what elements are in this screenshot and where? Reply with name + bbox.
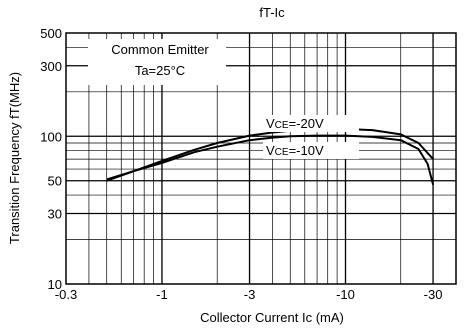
series-label-main: V xyxy=(266,116,275,131)
y-tick-label: 30 xyxy=(48,207,62,222)
x-tick-label: -30 xyxy=(424,287,443,302)
condition-text-1: Common Emitter xyxy=(111,42,209,57)
y-tick-label: 10 xyxy=(48,277,62,292)
x-tick-label: -0.3 xyxy=(55,287,77,302)
series-label-background xyxy=(263,142,359,159)
x-tick-label: -10 xyxy=(336,287,355,302)
series-line-2 xyxy=(106,134,435,185)
plot-frame xyxy=(65,32,457,285)
series-label-2: VCE=-10V xyxy=(266,143,324,158)
conditions-box: Common Emitter Ta=25°C xyxy=(88,39,226,85)
series-label-sub: CE xyxy=(275,147,289,158)
y-tick-label: 50 xyxy=(48,174,62,189)
series-label-main: V xyxy=(266,143,275,158)
conditions-background xyxy=(88,39,226,85)
tick-labels: -0.3 -1 -3 -10 -30 10 30 50 100 300 500 xyxy=(40,26,442,302)
series-label-rest: =-20V xyxy=(289,116,324,131)
series-label-1: VCE=-20V xyxy=(266,116,324,131)
chart-title: fT-Ic xyxy=(259,5,285,20)
condition-text-2: Ta=25°C xyxy=(135,63,185,78)
y-tick-label: 500 xyxy=(40,26,62,41)
x-tick-label: -1 xyxy=(156,287,168,302)
y-axis-label: Transition Frequency fT(MHz) xyxy=(7,72,22,244)
x-axis-label: Collector Current Ic (mA) xyxy=(200,310,344,325)
x-tick-label: -3 xyxy=(244,287,256,302)
series-label-rest: =-10V xyxy=(289,143,324,158)
y-tick-label: 100 xyxy=(40,129,62,144)
series-label-background xyxy=(263,115,359,132)
y-tick-label: 300 xyxy=(40,59,62,74)
series-label-sub: CE xyxy=(275,120,289,131)
